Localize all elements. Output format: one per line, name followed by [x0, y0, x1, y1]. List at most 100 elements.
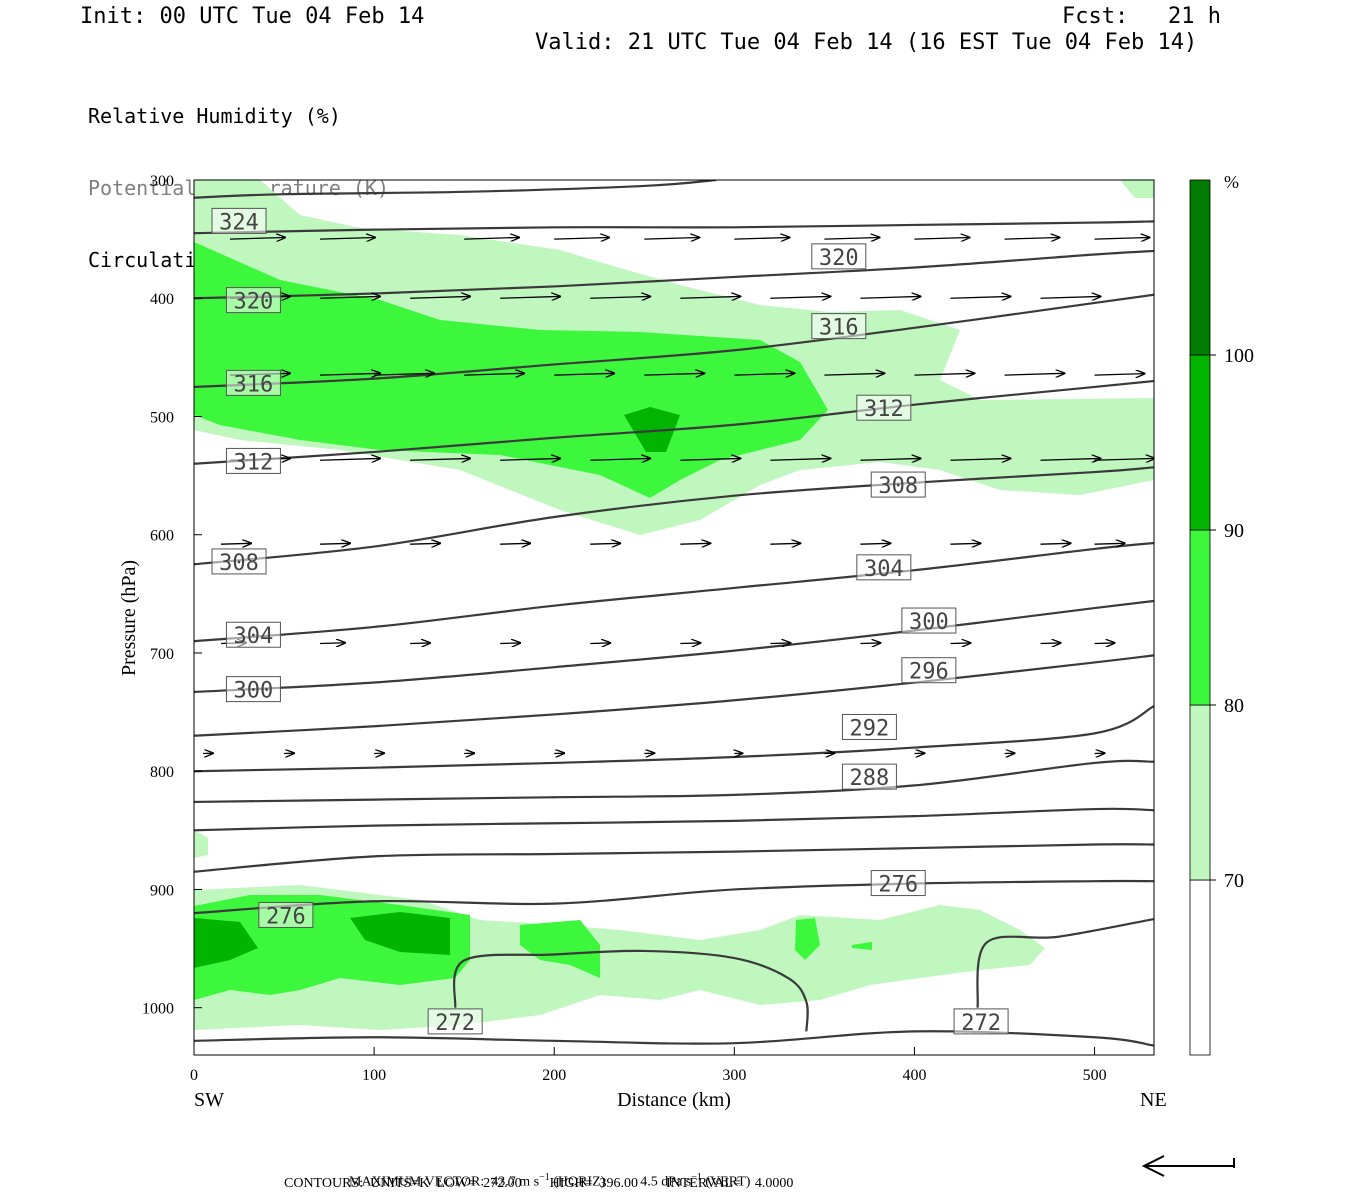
theta-contour-line — [194, 1030, 1154, 1047]
rh-shading — [194, 180, 1154, 1030]
theta-contour-line — [194, 759, 1154, 804]
theta-label-text: 316 — [819, 316, 859, 341]
theta-label-text: 288 — [850, 766, 890, 791]
theta-contour-line — [194, 843, 1154, 873]
theta-label-text: 300 — [234, 679, 274, 704]
theta-label-box — [841, 713, 897, 740]
theta-contour-line — [194, 705, 1154, 773]
theta-label-text: 300 — [909, 610, 949, 635]
circulation-vector — [770, 643, 790, 644]
theta-label-308: 308 — [211, 548, 267, 576]
theta-label-300: 300 — [901, 607, 957, 635]
x-axis: 0 100 200 300 400 500 — [190, 1047, 1107, 1084]
theta-contour-line — [452, 949, 809, 1032]
circulation-vector — [914, 373, 974, 375]
circulation-vector — [860, 543, 890, 544]
theta-contour-line — [194, 220, 1154, 235]
circulation-vector — [824, 237, 879, 239]
circulation-vector — [554, 237, 609, 239]
circulation-vector — [1094, 374, 1145, 376]
theta-label-box — [211, 207, 267, 234]
plot-frame — [193, 179, 1155, 1056]
theta-contour-line — [976, 917, 1154, 1008]
y-axis: 300 400 500 600 700 800 900 1000 — [142, 173, 202, 1018]
contour-info: CONTOURS: UNITS=K LOW= 272.00 HIGH= 396.… — [284, 1176, 794, 1191]
circulation-vector — [374, 373, 434, 375]
x-axis-label: Distance (km) — [617, 1089, 731, 1111]
circulation-vector — [320, 543, 350, 544]
theta-label-box — [225, 287, 281, 314]
circulation-vector — [590, 543, 620, 544]
circulation-vector — [950, 458, 1010, 460]
valid-time: Valid: 21 UTC Tue 04 Feb 14 (16 EST Tue … — [535, 30, 1198, 55]
init-time: Init: 00 UTC Tue 04 Feb 14 — [80, 4, 425, 29]
theta-label-box — [811, 243, 867, 270]
circulation-vector — [500, 458, 560, 460]
theta-label-text: 308 — [878, 474, 918, 499]
theta-label-box — [856, 394, 912, 421]
theta-label-316: 316 — [811, 313, 867, 341]
theta-contour-line — [194, 654, 1154, 737]
theta-label-288: 288 — [841, 763, 897, 791]
theta-label-292: 292 — [841, 713, 897, 741]
theta-label-box — [225, 676, 281, 703]
circulation-vector — [950, 643, 970, 644]
theta-contour-line — [194, 541, 1154, 643]
theta-label-box — [225, 447, 281, 474]
theta-label-272: 272 — [953, 1008, 1009, 1036]
y-axis-label: Pressure (hPa) — [118, 560, 140, 676]
circulation-vector — [1040, 543, 1071, 544]
circulation-vector — [680, 458, 740, 460]
y-tick-label: 400 — [150, 291, 174, 308]
circulation-vector — [1094, 458, 1154, 460]
rh-low-90-100-b — [350, 912, 450, 955]
y-tick-label: 700 — [150, 646, 174, 663]
circulation-vector — [320, 237, 375, 239]
colorbar-level-label: 80 — [1224, 695, 1244, 717]
colorbar-segment — [1189, 879, 1211, 1056]
theta-label-box — [901, 607, 957, 634]
circulation-vector — [500, 543, 530, 544]
theta-label-box — [870, 471, 926, 498]
rh-70-80-top-right — [1120, 180, 1154, 198]
rh-low-90-100-a — [194, 918, 258, 968]
theta-label-276: 276 — [258, 901, 314, 929]
y-tick-label: 600 — [150, 528, 174, 545]
x-tick-label: 500 — [1083, 1067, 1107, 1084]
circulation-vector — [644, 237, 699, 239]
y-tick-label: 800 — [150, 764, 174, 781]
theta-label-box — [870, 870, 926, 897]
colorbar-segment — [1189, 179, 1211, 356]
x-tick-label: 400 — [902, 1067, 926, 1084]
theta-label-box — [841, 763, 897, 790]
theta-contour-line — [194, 879, 1154, 915]
rh-colorbar: 70 80 90 100 — [1189, 179, 1254, 1056]
circulation-vector — [680, 543, 710, 544]
theta-label-text: 276 — [266, 904, 306, 929]
circulation-vector — [914, 237, 969, 239]
theta-label-304: 304 — [856, 554, 912, 582]
theta-label-276: 276 — [870, 870, 926, 898]
colorbar-level-label: 70 — [1224, 870, 1244, 892]
circulation-vector — [1094, 543, 1125, 544]
theta-label-316: 316 — [225, 369, 281, 397]
circulation-vectors — [202, 237, 1154, 753]
circulation-vector — [410, 296, 470, 298]
x-tick-label: 100 — [362, 1067, 386, 1084]
circulation-vector — [1040, 458, 1101, 460]
theta-label-text: 296 — [909, 660, 949, 685]
theta-label-box — [901, 657, 957, 684]
circulation-vector — [410, 643, 430, 644]
circulation-vector — [500, 643, 520, 644]
theta-label-text: 316 — [234, 372, 274, 397]
theta-label-text: 292 — [850, 716, 890, 741]
x-tick-label: 200 — [542, 1067, 566, 1084]
theta-label-text: 308 — [219, 551, 259, 576]
theta-contour-line — [194, 379, 1154, 465]
theta-label-box — [258, 901, 314, 928]
theta-label-312: 312 — [225, 447, 281, 475]
theta-label-box — [953, 1008, 1009, 1035]
circulation-vector — [590, 643, 610, 644]
x-left-end-label: SW — [194, 1089, 224, 1111]
circulation-vector — [500, 296, 560, 298]
